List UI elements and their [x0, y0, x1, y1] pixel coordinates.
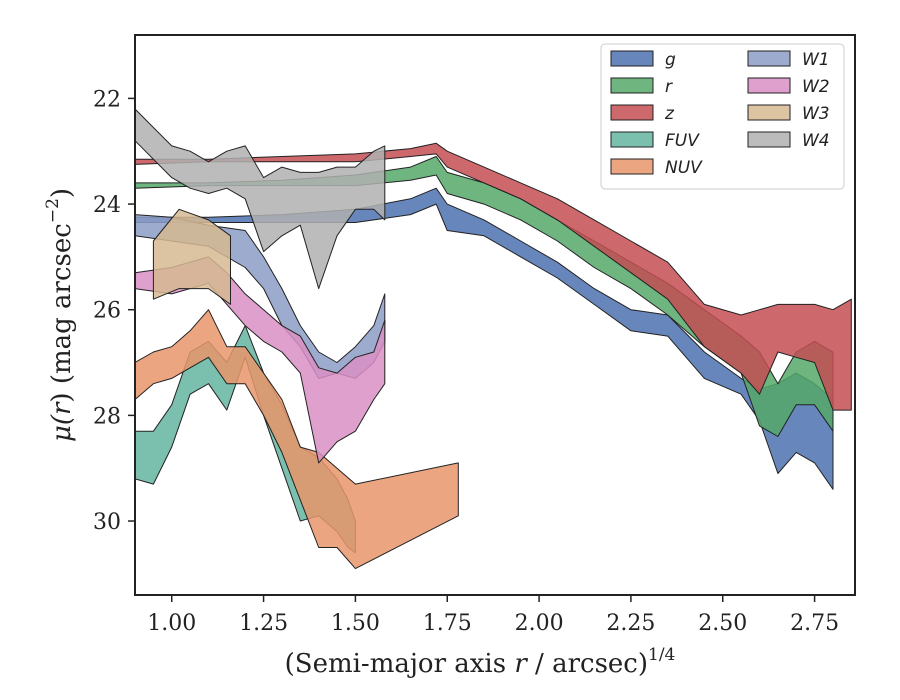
legend-swatch-w3 — [747, 104, 791, 121]
band-nuv — [135, 309, 459, 570]
band-w2 — [135, 256, 386, 464]
x-label-rest: / arcsec) — [527, 649, 648, 679]
band-w3 — [152, 208, 231, 305]
x-tick-label: 1.25 — [239, 611, 288, 636]
band-w4 — [135, 108, 386, 290]
x-tick-label: 2.25 — [606, 611, 655, 636]
x-axis-label: (Semi-major axis r / arcsec)1/4 — [285, 645, 676, 679]
legend-label-w3: W3 — [802, 104, 830, 124]
y-tick-label: 24 — [93, 193, 121, 218]
y-tick-label: 28 — [93, 404, 121, 429]
legend-label-g: g — [665, 50, 676, 70]
legend-label-nuv: NUV — [665, 158, 703, 178]
legend-label-w2: W2 — [802, 77, 830, 97]
y-label-sup: −2 — [43, 198, 63, 223]
x-tick-label: 2.50 — [698, 611, 747, 636]
y-label-mid: ) (mag arcsec — [47, 223, 77, 402]
y-label-main: μ( — [47, 414, 77, 442]
legend-swatch-nuv — [610, 158, 654, 175]
y-label-end: ) — [47, 188, 77, 198]
y-axis-label: μ(r) (mag arcsec−2) — [43, 188, 77, 442]
x-tick-label: 2.75 — [790, 611, 839, 636]
y-tick-label: 22 — [93, 87, 121, 112]
legend-swatch-r — [610, 77, 654, 94]
legend-items: grz FUV NUV W1 W2 W3 W4 — [610, 50, 830, 178]
y-label-var: r — [47, 401, 77, 415]
x-label-sup: 1/4 — [648, 645, 675, 665]
x-tick-label: 1.75 — [423, 611, 472, 636]
legend-label-w1: W1 — [802, 50, 830, 70]
x-label-main: (Semi-major axis — [285, 649, 515, 679]
x-label-var: r — [514, 649, 528, 679]
y-axis-ticks: 22 24 26 28 30 — [93, 87, 135, 535]
x-tick-label: 2.00 — [515, 611, 564, 636]
legend-swatch-w4 — [747, 131, 791, 148]
y-tick-label: 26 — [93, 299, 121, 324]
y-tick-label: 30 — [93, 510, 121, 535]
legend-swatch-g — [610, 50, 654, 67]
legend: grz FUV NUV W1 W2 W3 W4 — [600, 43, 845, 190]
legend-label-w4: W4 — [802, 131, 830, 151]
legend-label-fuv: FUV — [665, 131, 700, 151]
axes-frame — [134, 34, 856, 596]
legend-swatch-w2 — [747, 77, 791, 94]
band-z — [135, 142, 852, 411]
legend-label-z: z — [664, 104, 675, 124]
bands-layer — [135, 108, 852, 570]
legend-swatch-w1 — [747, 50, 791, 67]
x-tick-label: 1.50 — [331, 611, 380, 636]
x-tick-label: 1.00 — [147, 611, 196, 636]
legend-swatch-z — [610, 104, 654, 121]
legend-label-r: r — [665, 77, 673, 97]
legend-swatch-fuv — [610, 131, 654, 148]
x-axis-ticks: 1.00 1.25 1.50 1.75 2.00 2.25 2.50 2.75 — [147, 595, 839, 636]
